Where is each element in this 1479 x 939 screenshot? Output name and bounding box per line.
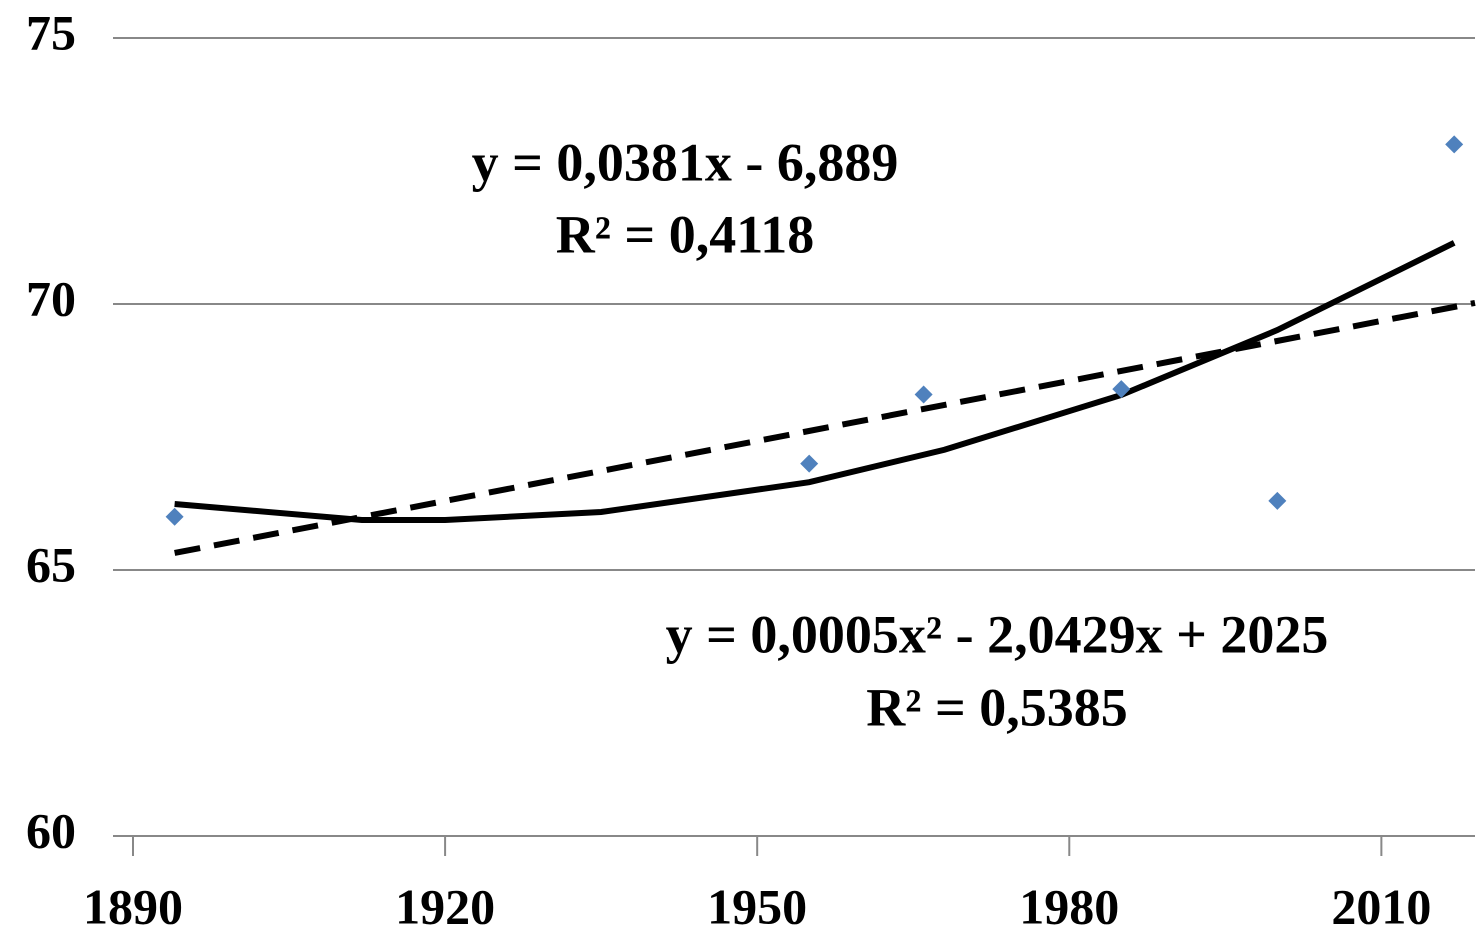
point [1268,492,1286,510]
x-tick-label: 1920 [395,878,495,934]
poly-equation: y = 0,0005x² - 2,0429x + 2025 [666,604,1329,664]
point [166,508,184,526]
x-tick-label: 2010 [1331,878,1431,934]
x-tick-label: 1980 [1019,878,1119,934]
y-tick-label: 60 [26,802,76,858]
point [800,455,818,473]
poly-r2: R² = 0,5385 [866,677,1127,737]
x-tick-label: 1890 [83,878,183,934]
linear-r2: R² = 0,4118 [556,204,814,264]
point [915,385,933,403]
y-tick-label: 75 [26,4,76,60]
trendline [175,243,1455,520]
trendline [175,303,1475,553]
x-tick-label: 1950 [707,878,807,934]
linear-equation: y = 0,0381x - 6,889 [472,132,899,192]
y-tick-label: 65 [26,536,76,592]
chart: y = 0,0381x - 6,889 R² = 0,4118 y = 0,00… [0,0,1479,939]
y-tick-label: 70 [26,270,76,326]
point [1445,135,1463,153]
